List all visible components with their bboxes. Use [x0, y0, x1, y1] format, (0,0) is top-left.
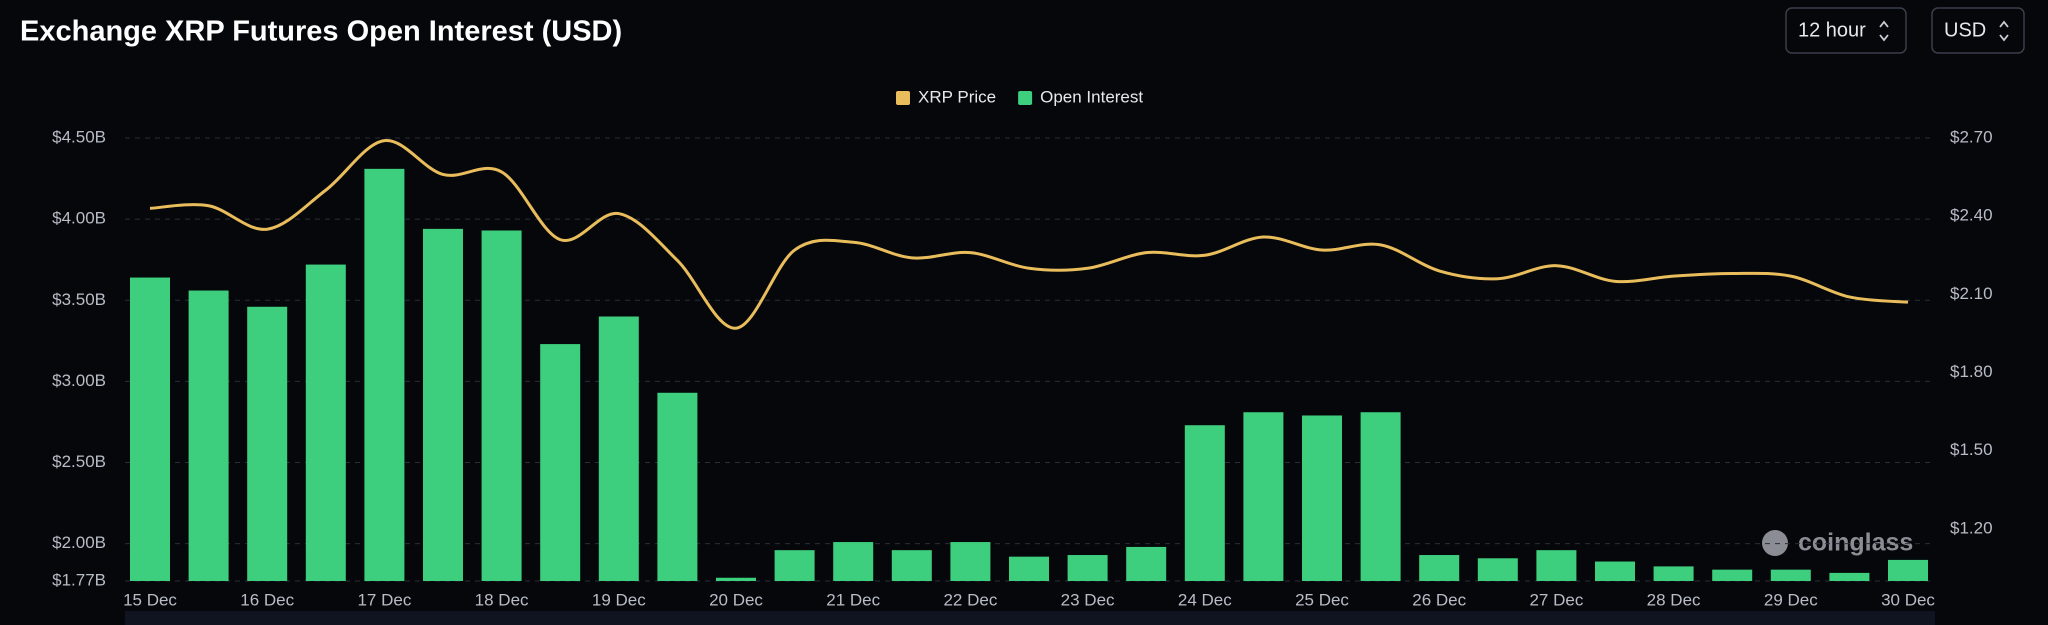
button-label[interactable]: 12 hour	[1798, 19, 1866, 41]
bar	[188, 290, 229, 581]
x-tick-label: 22 Dec	[943, 590, 997, 609]
interval-selector[interactable]: 12 hour	[1785, 7, 1907, 54]
bar	[1126, 546, 1167, 581]
chevron	[1879, 20, 1889, 42]
x-tick-label: 24 Dec	[1178, 590, 1232, 609]
y-tick-label: $4.50B	[52, 127, 106, 146]
y-tick-label: $1.77B	[52, 570, 106, 589]
y2-tick-label: $1.20	[1950, 518, 1993, 537]
watermark-logo	[1762, 530, 1788, 556]
bar	[1184, 425, 1225, 581]
legend-swatch	[1018, 91, 1033, 105]
legend-swatch	[896, 91, 910, 105]
bar	[891, 550, 932, 581]
x-tick-label: 16 Dec	[240, 590, 294, 609]
chevron	[1999, 20, 2009, 42]
x-tick-label: 23 Dec	[1061, 590, 1115, 609]
y2-tick-label: $2.40	[1950, 206, 1993, 225]
bar	[247, 306, 288, 581]
bar	[1653, 566, 1694, 581]
bar	[833, 542, 874, 581]
y-tick-label: $3.00B	[52, 371, 106, 390]
x-tick-label: 19 Dec	[592, 590, 646, 609]
currency-selector[interactable]: USD	[1931, 7, 2025, 54]
legend-label: Open Interest	[1040, 87, 1143, 106]
bar	[481, 230, 522, 581]
y-tick-label: $2.50B	[52, 452, 106, 471]
bar	[1770, 569, 1811, 581]
price-line	[149, 139, 1909, 330]
y-tick-label: $2.00B	[52, 533, 106, 552]
x-tick-label: 27 Dec	[1529, 590, 1583, 609]
bar	[1009, 556, 1049, 581]
x-tick-label: 30 Dec	[1881, 590, 1935, 609]
bar	[1360, 412, 1401, 581]
button-frame[interactable]	[1785, 7, 1907, 54]
legend-label: XRP Price	[918, 87, 996, 106]
y2-tick-label: $1.80	[1950, 362, 1993, 381]
x-tick-label: 15 Dec	[123, 590, 177, 609]
bar	[1419, 555, 1460, 581]
bar	[950, 542, 991, 581]
bar	[1888, 559, 1928, 581]
x-tick-label: 21 Dec	[826, 590, 880, 609]
bar	[1243, 412, 1284, 581]
y-tick-label: $4.00B	[52, 209, 106, 228]
x-tick-label: 17 Dec	[357, 590, 411, 609]
bar	[364, 168, 405, 582]
chart-title: Exchange XRP Futures Open Interest (USD)	[20, 16, 622, 48]
watermark: coinglass	[1762, 529, 1913, 557]
bar	[774, 550, 815, 581]
bar	[657, 392, 698, 581]
y2-tick-label: $1.50	[1950, 440, 1993, 459]
x-tick-label: 26 Dec	[1412, 590, 1466, 609]
button-label[interactable]: USD	[1944, 19, 1986, 41]
bar	[305, 264, 346, 581]
watermark-text: coinglass	[1798, 529, 1913, 557]
bar	[1829, 572, 1870, 581]
x-tick-label: 28 Dec	[1647, 590, 1701, 609]
y-tick-label: $3.50B	[52, 290, 106, 309]
x-tick-label: 18 Dec	[475, 590, 529, 609]
bar	[1067, 555, 1108, 581]
bar	[1302, 415, 1342, 581]
bar	[130, 277, 170, 581]
x-axis-band	[125, 611, 1935, 625]
x-tick-label: 20 Dec	[709, 590, 763, 609]
bar	[1712, 569, 1753, 581]
x-tick-label: 25 Dec	[1295, 590, 1349, 609]
bar	[1595, 561, 1635, 581]
bar	[598, 316, 639, 581]
bar	[1536, 550, 1577, 581]
bar	[540, 344, 581, 581]
y2-tick-label: $2.70	[1950, 127, 1993, 146]
button-frame[interactable]	[1931, 7, 2025, 54]
x-tick-label: 29 Dec	[1764, 590, 1818, 609]
bar	[716, 577, 756, 581]
bar	[423, 228, 463, 581]
bar	[1477, 558, 1518, 581]
y2-tick-label: $2.10	[1950, 284, 1993, 303]
